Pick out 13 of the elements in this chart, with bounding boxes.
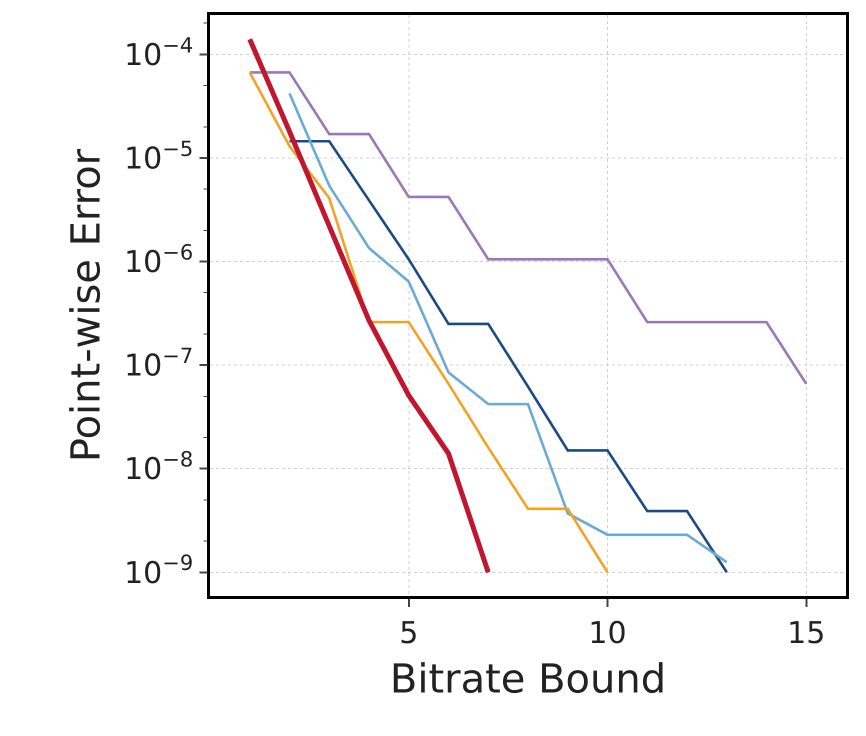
y-tick-label: 10$^{−7}$: [124, 344, 194, 384]
x-tick-label: 5: [399, 616, 418, 651]
x-tick-label: 15: [787, 616, 826, 651]
y-tick-label: 10$^{−6}$: [124, 240, 194, 280]
y-tick-label: 10$^{−8}$: [124, 448, 194, 488]
y-tick-label: 10$^{−9}$: [124, 551, 194, 591]
y-tick-label: 10$^{−5}$: [124, 136, 194, 176]
y-tick-label: 10$^{−4}$: [124, 33, 194, 73]
line-series: [248, 71, 609, 574]
y-axis-title: Point-wise Error: [64, 148, 110, 462]
x-axis-title: Bitrate Bound: [390, 656, 666, 702]
line-series: [248, 71, 808, 386]
x-tick-label: 10: [588, 616, 627, 651]
